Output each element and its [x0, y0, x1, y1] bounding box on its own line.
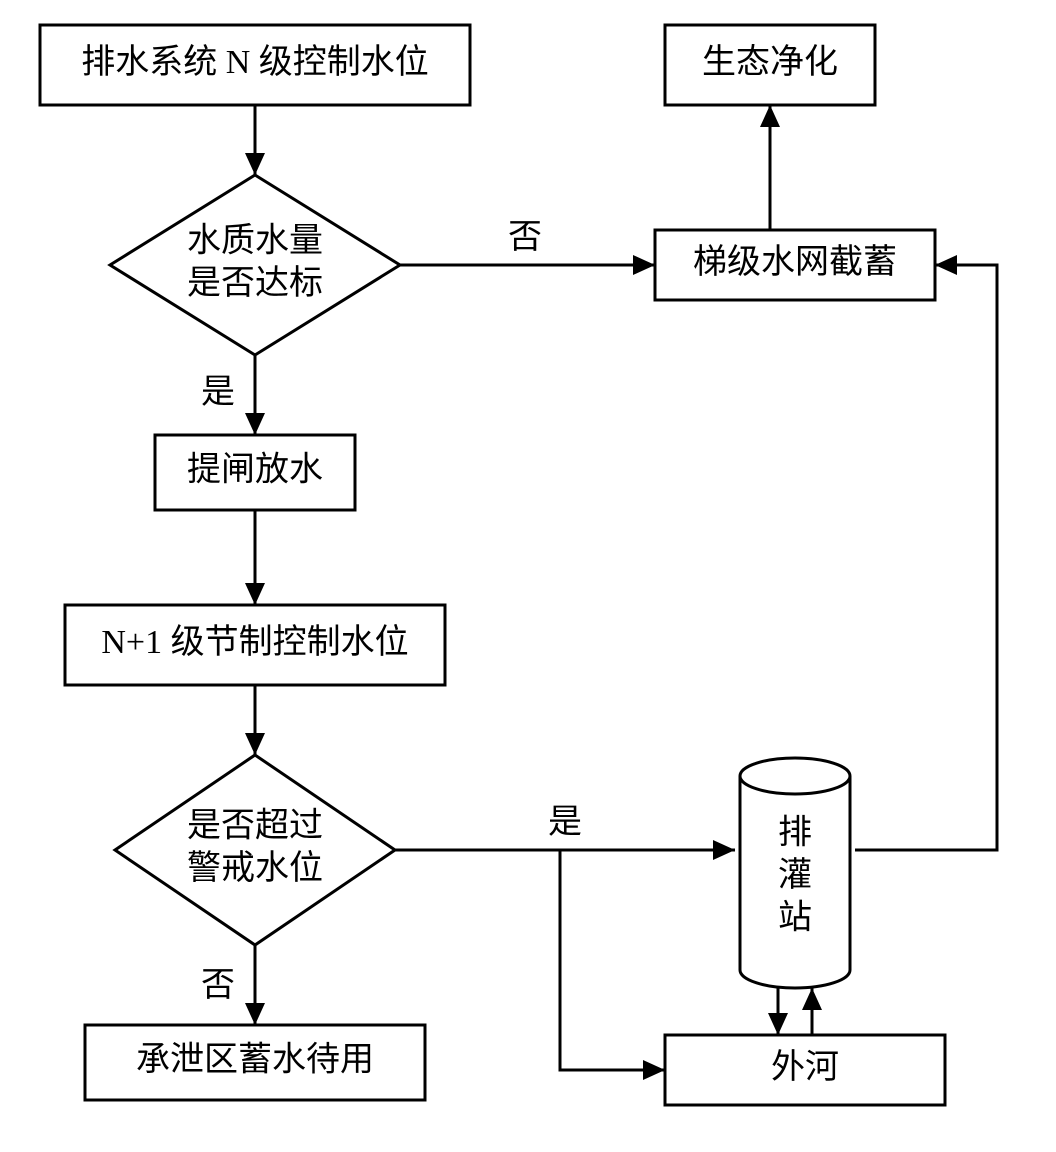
svg-text:水质水量: 水质水量 [187, 223, 323, 260]
svg-text:否: 否 [508, 219, 542, 256]
e9_branch_to_river [560, 850, 665, 1070]
svg-text:排水系统 N 级控制水位: 排水系统 N 级控制水位 [81, 43, 429, 81]
svg-text:是: 是 [201, 374, 235, 411]
svg-text:提闸放水: 提闸放水 [187, 450, 323, 488]
svg-text:是否达标: 是否达标 [187, 264, 323, 302]
svg-text:排: 排 [778, 814, 812, 852]
svg-text:站: 站 [778, 899, 812, 937]
svg-text:是否超过: 是否超过 [187, 807, 323, 845]
svg-text:灌: 灌 [778, 856, 812, 894]
svg-text:否: 否 [201, 967, 235, 1004]
svg-text:生态净化: 生态净化 [702, 43, 838, 81]
svg-text:承泄区蓄水待用: 承泄区蓄水待用 [136, 1040, 374, 1078]
flowchart-canvas: 排水系统 N 级控制水位水质水量是否达标提闸放水 N+1 级节制控制水位是否超过警… [0, 0, 1056, 1152]
svg-text:梯级水网截蓄: 梯级水网截蓄 [693, 243, 897, 281]
svg-text:是: 是 [548, 804, 582, 841]
svg-text:N+1 级节制控制水位: N+1 级节制控制水位 [101, 623, 408, 661]
svg-text:外河: 外河 [771, 1048, 839, 1086]
e12_pump_to_cascade [855, 265, 997, 850]
svg-text:警戒水位: 警戒水位 [187, 849, 323, 887]
